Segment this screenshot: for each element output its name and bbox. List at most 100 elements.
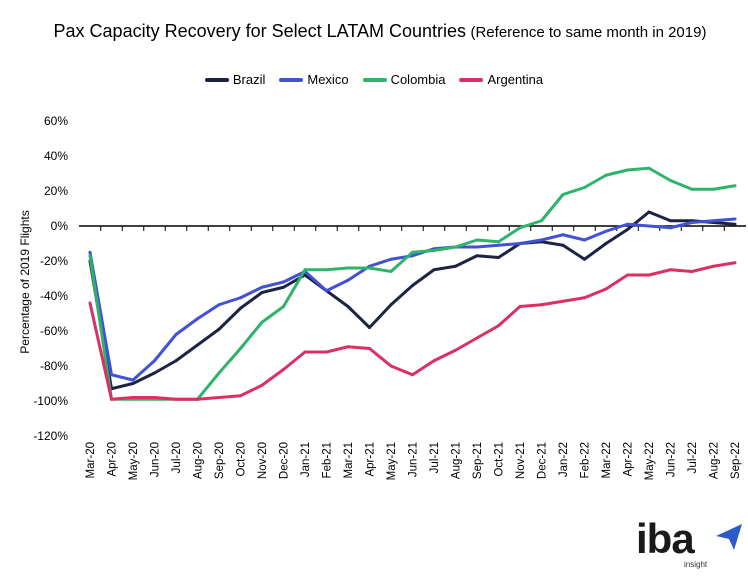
data-point-mexico — [733, 217, 737, 221]
data-point-mexico — [346, 278, 350, 282]
legend-item-colombia: Colombia — [362, 72, 446, 87]
legend-item-argentina: Argentina — [459, 72, 543, 87]
data-point-mexico — [239, 296, 242, 300]
data-point-colombia — [733, 184, 737, 188]
data-point-brazil — [626, 228, 629, 231]
data-point-argentina — [604, 287, 608, 291]
data-point-mexico — [690, 221, 694, 224]
data-point-argentina — [583, 296, 586, 300]
data-point-argentina — [561, 299, 565, 303]
x-tick-label: Aug-20 — [193, 442, 205, 479]
data-point-mexico — [153, 359, 156, 363]
data-point-argentina — [432, 359, 436, 363]
data-point-mexico — [626, 222, 629, 226]
data-point-argentina — [325, 350, 328, 354]
x-tick-label: Oct-20 — [236, 442, 248, 477]
y-tick-label: -20% — [40, 254, 68, 268]
x-tick-label: Jun-21 — [408, 442, 420, 477]
data-point-brazil — [604, 242, 608, 245]
x-tick-label: Apr-20 — [107, 442, 119, 477]
legend-label: Colombia — [390, 72, 446, 87]
data-point-brazil — [153, 371, 156, 375]
data-point-brazil — [583, 257, 586, 261]
data-point-colombia — [217, 371, 221, 375]
x-tick-label: Apr-22 — [623, 442, 635, 477]
data-point-mexico — [475, 245, 479, 249]
data-point-brazil — [217, 327, 221, 331]
x-tick-label: Sep-21 — [472, 442, 484, 479]
data-point-brazil — [303, 273, 307, 277]
data-point-mexico — [712, 219, 715, 223]
data-point-brazil — [174, 359, 178, 363]
data-point-colombia — [626, 168, 629, 172]
data-point-brazil — [368, 326, 371, 329]
data-point-mexico — [518, 242, 522, 245]
x-tick-label: Nov-21 — [515, 442, 527, 479]
data-point-colombia — [583, 186, 586, 189]
data-point-argentina — [110, 397, 113, 401]
legend-item-brazil: Brazil — [204, 72, 265, 87]
data-point-argentina — [88, 301, 92, 305]
data-point-brazil — [196, 343, 199, 347]
data-point-argentina — [196, 397, 199, 401]
data-point-colombia — [712, 187, 715, 191]
data-point-argentina — [475, 336, 479, 340]
data-point-colombia — [325, 268, 328, 272]
x-tick-label: Mar-20 — [85, 442, 97, 478]
data-point-brazil — [497, 256, 500, 259]
legend-label: Mexico — [307, 72, 349, 87]
data-point-argentina — [217, 396, 221, 399]
x-tick-label: Jan-21 — [300, 442, 312, 477]
data-point-colombia — [454, 245, 457, 249]
legend-swatch — [362, 77, 387, 82]
data-point-argentina — [260, 383, 264, 387]
x-tick-label: Mar-22 — [601, 442, 613, 478]
data-point-argentina — [239, 394, 242, 398]
data-point-brazil — [669, 219, 672, 223]
data-point-mexico — [647, 224, 651, 228]
data-point-mexico — [88, 250, 92, 254]
data-point-mexico — [411, 254, 414, 258]
data-point-argentina — [690, 270, 694, 273]
data-point-argentina — [282, 368, 285, 371]
data-point-colombia — [411, 250, 414, 254]
x-tick-label: Jul-20 — [171, 442, 183, 473]
y-tick-label: -80% — [40, 359, 68, 373]
x-tick-label: Jul-21 — [429, 442, 441, 473]
data-point-colombia — [647, 166, 651, 170]
data-point-brazil — [432, 268, 436, 272]
data-point-brazil — [475, 254, 479, 258]
data-point-colombia — [88, 254, 92, 258]
data-point-colombia — [303, 268, 307, 272]
data-point-argentina — [368, 347, 371, 350]
x-tick-label: Dec-20 — [279, 442, 291, 479]
y-tick-label: -120% — [33, 429, 68, 443]
legend-swatch — [279, 77, 304, 82]
data-point-mexico — [497, 243, 500, 247]
legend: Brazil Mexico Colombia Argentina — [0, 72, 748, 87]
x-tick-label: Nov-20 — [257, 442, 269, 479]
x-tick-label: Oct-21 — [494, 442, 506, 477]
data-point-argentina — [174, 397, 178, 401]
data-point-colombia — [368, 266, 371, 270]
data-point-argentina — [669, 268, 672, 272]
data-point-brazil — [282, 285, 285, 289]
x-tick-label: Jan-22 — [558, 442, 570, 477]
x-tick-label: Feb-21 — [322, 442, 334, 478]
logo-tagline: insight — [684, 560, 708, 569]
subtitle-text: (Reference to same month in 2019) — [470, 24, 707, 41]
data-point-mexico — [389, 257, 393, 261]
x-tick-label: Sep-20 — [214, 442, 226, 479]
data-point-argentina — [153, 396, 156, 399]
x-tick-label: May-20 — [128, 442, 140, 480]
data-point-mexico — [131, 378, 135, 382]
data-point-brazil — [454, 264, 457, 268]
x-tick-label: Mar-21 — [343, 442, 355, 478]
data-point-colombia — [690, 187, 694, 191]
data-point-colombia — [540, 219, 543, 223]
plane-icon — [716, 524, 742, 550]
series-line-argentina — [88, 261, 736, 401]
data-point-brazil — [260, 291, 264, 294]
